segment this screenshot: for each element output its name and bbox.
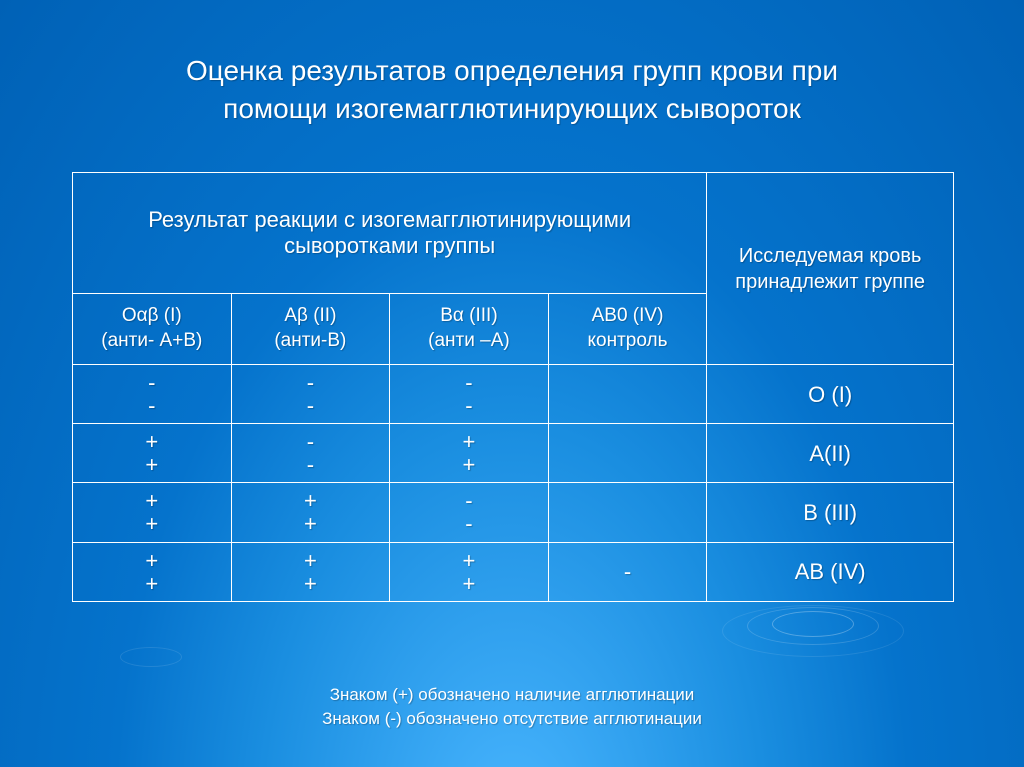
cell: - -: [73, 365, 232, 424]
table-row: - - - - - - О (I): [73, 365, 954, 424]
subheader-col-3: Вα (III) (анти –А): [390, 294, 549, 365]
cell: [548, 365, 707, 424]
cell: + +: [73, 542, 232, 601]
table-row: + + + + + + - АВ (IV): [73, 542, 954, 601]
title-line-1: Оценка результатов определения групп кро…: [186, 55, 838, 86]
results-table: Результат реакции с изогемагглютинирующи…: [72, 172, 954, 602]
ripple-decoration: [747, 607, 879, 645]
cell: - -: [231, 365, 390, 424]
subheader-col-1: Оαβ (I) (анти- А+В): [73, 294, 232, 365]
header-reactions: Результат реакции с изогемагглютинирующи…: [73, 173, 707, 294]
table-row: + + + + - - В (III): [73, 483, 954, 542]
cell: + +: [231, 483, 390, 542]
legend-footer: Знаком (+) обозначено наличие агглютинац…: [0, 683, 1024, 731]
cell: [548, 424, 707, 483]
subheader-col-2: Аβ (II) (анти-В): [231, 294, 390, 365]
ripple-decoration: [772, 611, 854, 637]
header-result: Исследуемая кровь принадлежит группе: [707, 173, 954, 365]
ripple-decoration: [120, 647, 182, 667]
result-cell: А(II): [707, 424, 954, 483]
result-cell: О (I): [707, 365, 954, 424]
cell: + +: [73, 424, 232, 483]
subheader-col-4: АВ0 (IV) контроль: [548, 294, 707, 365]
cell: - -: [390, 483, 549, 542]
cell: + +: [231, 542, 390, 601]
cell: [548, 483, 707, 542]
footer-line-2: Знаком (-) обозначено отсутствие агглюти…: [322, 709, 702, 728]
title-line-2: помощи изогемагглютинирующих сывороток: [223, 93, 801, 124]
cell: - -: [231, 424, 390, 483]
result-cell: В (III): [707, 483, 954, 542]
cell: - -: [390, 365, 549, 424]
ripple-decoration: [722, 605, 904, 657]
slide-title: Оценка результатов определения групп кро…: [0, 52, 1024, 128]
result-cell: АВ (IV): [707, 542, 954, 601]
table-row: + + - - + + А(II): [73, 424, 954, 483]
cell: + +: [390, 424, 549, 483]
cell: -: [548, 542, 707, 601]
cell: + +: [73, 483, 232, 542]
cell: + +: [390, 542, 549, 601]
footer-line-1: Знаком (+) обозначено наличие агглютинац…: [330, 685, 695, 704]
